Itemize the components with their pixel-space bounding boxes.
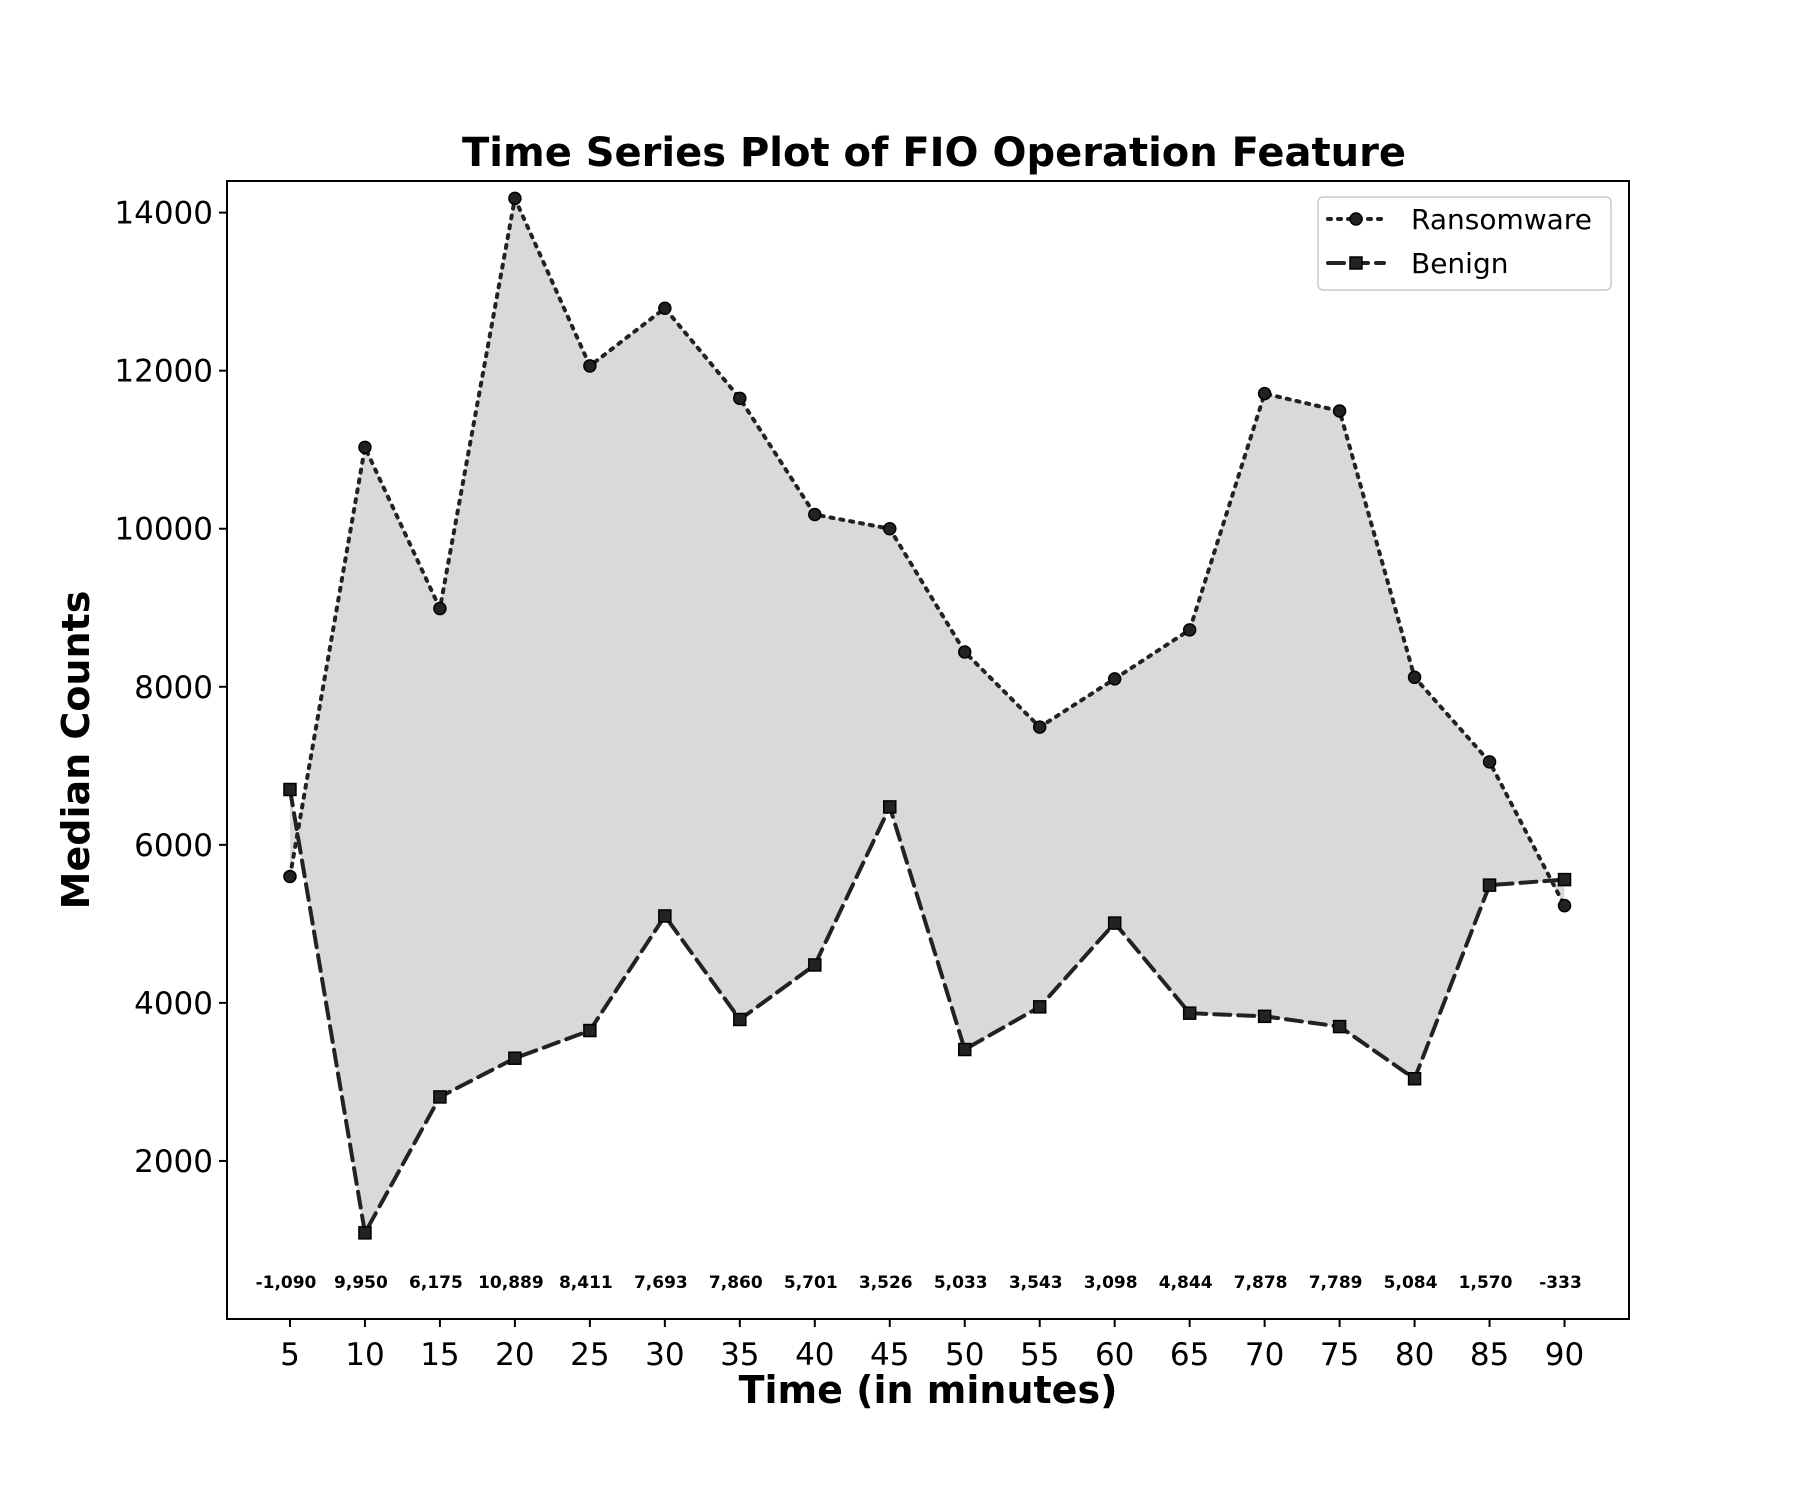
ransomware-point (433, 601, 447, 616)
x-tick-label: 70 (1245, 1337, 1284, 1373)
ransomware-point (508, 191, 522, 206)
ransomware-point (883, 521, 897, 536)
x-axis-label: Time (in minutes) (739, 1368, 1118, 1412)
benign-point (1032, 1000, 1047, 1014)
difference-label: 7,789 (1309, 1273, 1363, 1293)
ransomware-point (1182, 623, 1197, 637)
ransomware-point (1332, 404, 1347, 418)
legend: Ransomware Benign (1317, 196, 1612, 291)
plot-frame (226, 180, 1630, 1320)
difference-labels: -1,090 9,950 6,175 10,889 8,411 7,693 7,860 5,7… (256, 1273, 1582, 1293)
difference-label: 6,175 (409, 1273, 463, 1293)
y-tick-label: 8000 (134, 670, 213, 706)
difference-label: 4,844 (1159, 1273, 1213, 1293)
y-axis-label: Median Counts (54, 591, 98, 910)
x-tick-label: 85 (1470, 1337, 1509, 1373)
difference-label: 7,878 (1234, 1273, 1288, 1293)
x-tick-label: 60 (1095, 1337, 1134, 1373)
benign-point (883, 800, 897, 814)
ransomware-point (283, 869, 297, 884)
ransomware-point (1107, 672, 1122, 686)
difference-label: 9,950 (334, 1273, 388, 1293)
benign-point (808, 958, 822, 972)
benign-point (1407, 1072, 1422, 1086)
chart-title: Time Series Plot of FIO Operation Featur… (462, 130, 1406, 176)
difference-label: 10,889 (478, 1273, 544, 1293)
legend-ransomware-label: Ransomware (1411, 203, 1592, 236)
ransomware-point (1032, 720, 1047, 734)
y-tick-label: 6000 (134, 828, 213, 864)
y-tick-label: 2000 (134, 1144, 213, 1180)
legend-benign-marker (1349, 256, 1363, 270)
x-axis-ticks: 5 10 15 20 25 30 35 40 45 50 55 60 65 70 75 80 85 90 (280, 1319, 1584, 1373)
ransomware-point (1557, 898, 1572, 913)
legend-benign-label: Benign (1411, 247, 1508, 280)
x-tick-label: 5 (280, 1337, 300, 1373)
ransomware-point (358, 440, 372, 455)
x-tick-label: 20 (495, 1337, 534, 1373)
benign-point (658, 909, 672, 923)
x-tick-label: 80 (1395, 1337, 1434, 1373)
x-tick-label: 30 (645, 1337, 684, 1373)
x-tick-label: 15 (420, 1337, 459, 1373)
benign-line (287, 787, 1567, 1235)
ransomware-point (583, 359, 597, 373)
difference-label: 5,033 (934, 1273, 988, 1293)
difference-label: 5,084 (1384, 1273, 1438, 1293)
benign-point (1107, 916, 1122, 930)
difference-label: 5,701 (784, 1273, 838, 1293)
difference-label: -333 (1539, 1273, 1582, 1293)
difference-label: 3,526 (859, 1273, 913, 1293)
x-tick-label: 25 (570, 1337, 609, 1373)
ransomware-point (808, 507, 822, 522)
difference-label: 1,570 (1459, 1273, 1513, 1293)
difference-label: 7,860 (709, 1273, 763, 1293)
benign-point (957, 1042, 972, 1057)
ransomware-point (1482, 755, 1497, 769)
benign-point (733, 1012, 747, 1027)
ransomware-point (658, 301, 672, 315)
difference-label: -1,090 (256, 1273, 317, 1293)
x-tick-label: 10 (345, 1337, 384, 1373)
benign-point (433, 1090, 447, 1104)
benign-point (1557, 872, 1572, 887)
x-tick-label: 40 (795, 1337, 834, 1373)
ransomware-line (287, 196, 1567, 908)
x-tick-label: 75 (1320, 1337, 1359, 1373)
benign-point (1182, 1006, 1197, 1020)
x-tick-label: 45 (870, 1337, 909, 1373)
benign-point (1257, 1009, 1272, 1024)
x-tick-label: 35 (720, 1337, 759, 1373)
y-axis-ticks: 2000 4000 6000 8000 10000 12000 14000 (114, 196, 227, 1180)
y-tick-label: 4000 (134, 986, 213, 1022)
benign-point (583, 1023, 597, 1038)
ransomware-point (1407, 670, 1422, 685)
ransomware-point (957, 645, 972, 659)
benign-point (358, 1226, 372, 1240)
difference-label: 3,543 (1009, 1273, 1063, 1293)
y-tick-label: 12000 (114, 354, 213, 390)
legend-ransomware-marker (1349, 212, 1363, 226)
benign-point (1482, 878, 1497, 892)
benign-point (508, 1051, 522, 1065)
plot-area (283, 191, 1572, 1240)
x-tick-label: 90 (1545, 1337, 1584, 1373)
difference-label: 8,411 (559, 1273, 613, 1293)
benign-point (1332, 1019, 1347, 1034)
benign-point (283, 782, 297, 797)
x-tick-label: 50 (945, 1337, 984, 1373)
x-tick-label: 65 (1170, 1337, 1209, 1373)
legend-box (1317, 196, 1612, 291)
y-tick-label: 14000 (114, 196, 213, 232)
y-tick-label: 10000 (114, 512, 213, 548)
ransomware-point (733, 391, 747, 406)
difference-label: 7,693 (634, 1273, 688, 1293)
x-tick-label: 55 (1020, 1337, 1059, 1373)
difference-label: 3,098 (1084, 1273, 1138, 1293)
ransomware-point (1257, 386, 1272, 401)
